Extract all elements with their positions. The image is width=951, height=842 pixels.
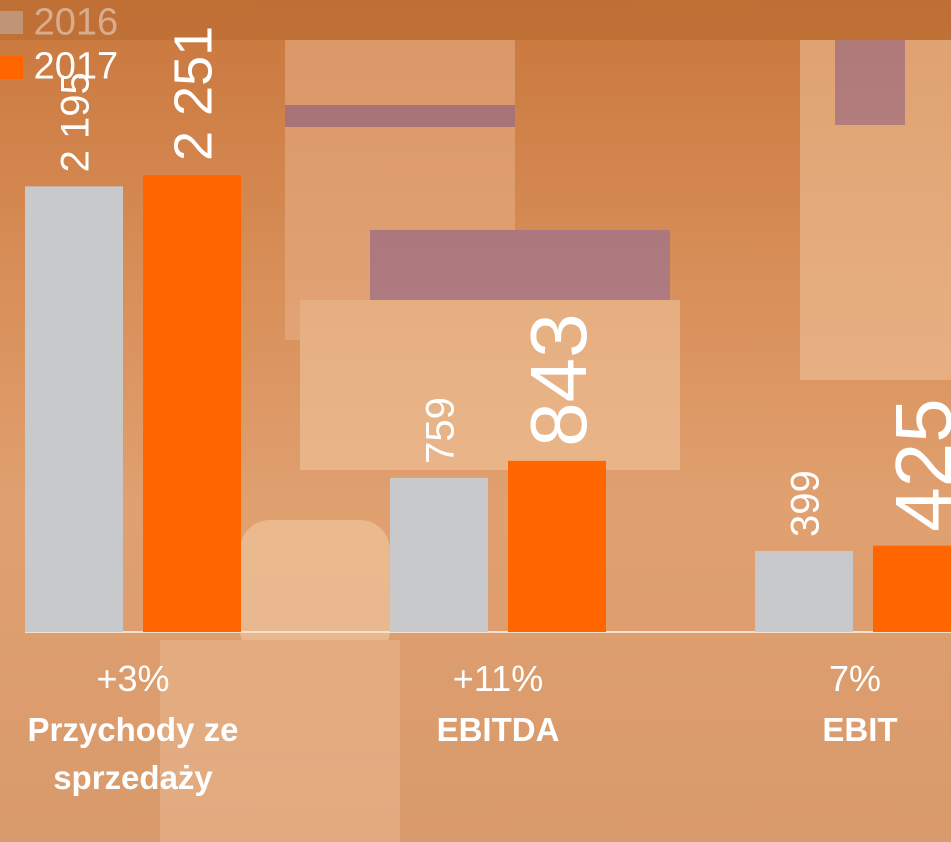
bar <box>755 550 853 632</box>
change-label: 7% <box>828 658 882 699</box>
legend-item: 2017 <box>0 44 951 88</box>
bar <box>143 175 241 632</box>
value-label: 843 <box>514 313 603 446</box>
bar <box>25 186 123 632</box>
change-label: +3% <box>96 658 170 699</box>
category-label: Przychody ze sprzedaży <box>27 711 239 796</box>
value-label: 399 <box>783 470 827 537</box>
legend-label: 2017 <box>33 45 119 88</box>
legend-swatch <box>0 55 23 79</box>
value-label: 759 <box>418 397 462 464</box>
bar <box>508 460 606 632</box>
category-label: EBIT <box>822 711 898 748</box>
value-label: 425 <box>879 398 951 531</box>
value-label: 2 195 <box>53 72 97 172</box>
value-label: 2 251 <box>163 26 223 161</box>
change-label: +11% <box>452 658 544 699</box>
bar <box>390 477 488 632</box>
bar <box>873 545 951 632</box>
category-label: EBITDA <box>436 711 560 748</box>
